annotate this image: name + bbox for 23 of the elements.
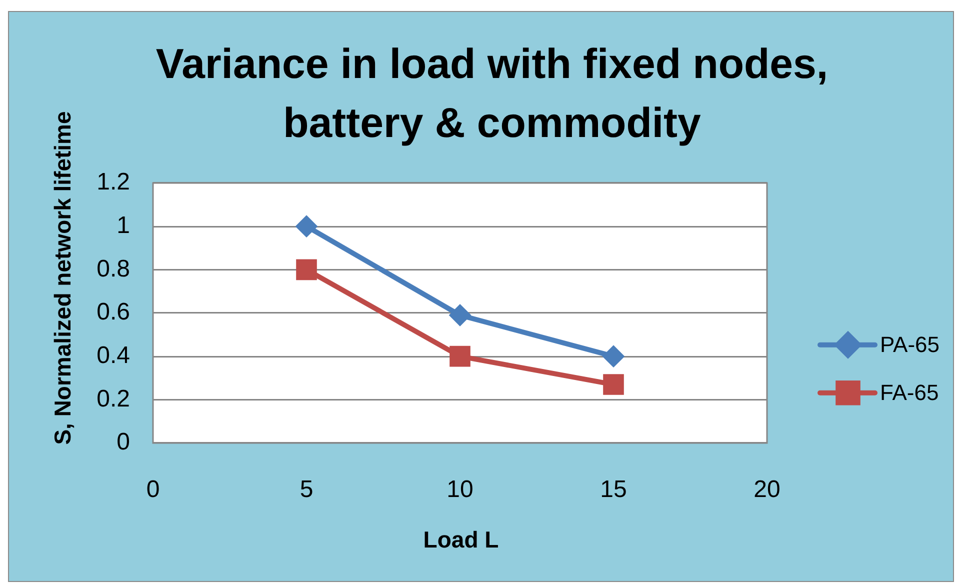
x-tick-label: 5 <box>300 476 314 504</box>
x-axis-title: Load L <box>423 526 499 553</box>
x-tick-label: 0 <box>146 476 160 504</box>
x-tick-label: 20 <box>754 476 780 504</box>
x-tick-label: 15 <box>600 476 627 504</box>
y-tick-label: 0.4 <box>96 342 130 369</box>
y-tick-label: 0.8 <box>96 255 130 282</box>
y-tick-label: 0.2 <box>96 385 130 412</box>
point <box>296 259 317 280</box>
point <box>449 304 471 326</box>
point <box>603 374 624 395</box>
legend-label: FA-65 <box>880 380 939 405</box>
y-tick-label: 0.6 <box>96 298 130 326</box>
y-tick-label: 1 <box>116 212 130 239</box>
y-axis-title: S, Normalized network lifetime <box>49 111 76 445</box>
legend-label: PA-65 <box>880 332 940 357</box>
y-tick-label: 1.2 <box>96 168 130 196</box>
point <box>602 345 624 368</box>
point <box>450 346 470 367</box>
chart-title: Variance in load with fixed nodes, battery & commodity <box>154 39 830 148</box>
y-tick-label: 0 <box>116 428 130 456</box>
x-tick-label: 10 <box>446 476 474 504</box>
point <box>296 215 318 238</box>
